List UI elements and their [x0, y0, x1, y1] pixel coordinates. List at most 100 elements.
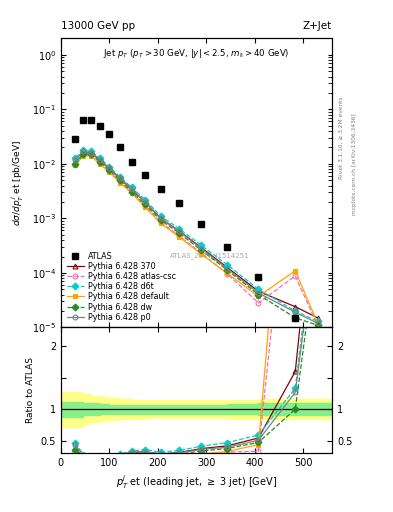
Pythia 6.428 atlas-csc	[315, 322, 320, 328]
Pythia 6.428 370	[73, 161, 78, 167]
Pythia 6.428 370	[315, 315, 320, 321]
Pythia 6.428 default	[129, 190, 134, 196]
Legend: ATLAS, Pythia 6.428 370, Pythia 6.428 atlas-csc, Pythia 6.428 d6t, Pythia 6.428 : ATLAS, Pythia 6.428 370, Pythia 6.428 at…	[65, 250, 178, 324]
Pythia 6.428 p0	[97, 157, 102, 163]
Pythia 6.428 p0	[118, 175, 122, 181]
Pythia 6.428 p0	[199, 245, 204, 251]
Pythia 6.428 atlas-csc	[158, 219, 163, 225]
Pythia 6.428 p0	[293, 309, 298, 315]
Pythia 6.428 dw	[177, 230, 182, 236]
Pythia 6.428 dw	[143, 201, 147, 207]
Pythia 6.428 d6t	[97, 155, 102, 161]
Pythia 6.428 370	[143, 199, 147, 205]
ATLAS	[315, 353, 320, 359]
Pythia 6.428 atlas-csc	[225, 271, 230, 277]
Pythia 6.428 default	[199, 251, 204, 258]
ATLAS	[143, 172, 147, 178]
Pythia 6.428 dw	[81, 151, 86, 157]
Line: Pythia 6.428 d6t: Pythia 6.428 d6t	[73, 147, 320, 324]
Pythia 6.428 d6t	[199, 242, 204, 248]
Pythia 6.428 default	[158, 220, 163, 226]
Pythia 6.428 d6t	[177, 225, 182, 231]
Pythia 6.428 default	[256, 293, 261, 300]
Pythia 6.428 d6t	[158, 213, 163, 219]
Pythia 6.428 p0	[158, 216, 163, 222]
Line: Pythia 6.428 default: Pythia 6.428 default	[73, 154, 320, 326]
Text: Z+Jet: Z+Jet	[303, 20, 332, 31]
Text: Jet $p_T$ ($p_T > 30$ GeV, $|y| < 2.5$, $m_{\rm ll} > 40$ GeV): Jet $p_T$ ($p_T > 30$ GeV, $|y| < 2.5$, …	[103, 47, 290, 60]
Pythia 6.428 370	[81, 150, 86, 156]
Line: Pythia 6.428 370: Pythia 6.428 370	[73, 151, 320, 321]
Pythia 6.428 atlas-csc	[107, 167, 112, 174]
ATLAS	[256, 274, 261, 280]
Pythia 6.428 d6t	[88, 148, 93, 155]
Pythia 6.428 atlas-csc	[177, 232, 182, 239]
ATLAS	[293, 315, 298, 321]
Pythia 6.428 d6t	[81, 147, 86, 153]
Pythia 6.428 atlas-csc	[73, 161, 78, 167]
Text: Rivet 3.1.10, ≥ 3.2M events: Rivet 3.1.10, ≥ 3.2M events	[339, 97, 344, 180]
Pythia 6.428 default	[118, 180, 122, 186]
ATLAS	[129, 159, 134, 165]
ATLAS	[73, 136, 78, 142]
Pythia 6.428 dw	[225, 267, 230, 273]
Pythia 6.428 dw	[315, 322, 320, 328]
Pythia 6.428 d6t	[118, 174, 122, 180]
Pythia 6.428 dw	[129, 188, 134, 195]
Pythia 6.428 atlas-csc	[199, 250, 204, 257]
Pythia 6.428 atlas-csc	[129, 189, 134, 196]
Pythia 6.428 atlas-csc	[118, 178, 122, 184]
Pythia 6.428 atlas-csc	[88, 151, 93, 157]
Pythia 6.428 default	[88, 153, 93, 159]
Text: 13000 GeV pp: 13000 GeV pp	[61, 20, 135, 31]
Pythia 6.428 atlas-csc	[97, 159, 102, 165]
Line: ATLAS: ATLAS	[72, 116, 321, 359]
ATLAS	[88, 116, 93, 122]
Pythia 6.428 370	[97, 157, 102, 163]
Y-axis label: $d\sigma/dp_T^{\,j}$ et [pb/GeV]: $d\sigma/dp_T^{\,j}$ et [pb/GeV]	[10, 140, 26, 226]
ATLAS	[177, 200, 182, 206]
Pythia 6.428 dw	[97, 159, 102, 165]
Pythia 6.428 d6t	[143, 197, 147, 203]
Pythia 6.428 dw	[118, 177, 122, 183]
Pythia 6.428 default	[97, 161, 102, 167]
Text: mcplots.cern.ch [arXiv:1306.3436]: mcplots.cern.ch [arXiv:1306.3436]	[352, 113, 357, 215]
Pythia 6.428 default	[107, 169, 112, 176]
Pythia 6.428 370	[177, 228, 182, 234]
Pythia 6.428 dw	[256, 291, 261, 297]
ATLAS	[199, 221, 204, 227]
Pythia 6.428 p0	[143, 199, 147, 205]
Pythia 6.428 default	[143, 204, 147, 210]
Pythia 6.428 atlas-csc	[293, 273, 298, 279]
Pythia 6.428 dw	[158, 217, 163, 223]
Pythia 6.428 370	[293, 304, 298, 310]
Pythia 6.428 default	[315, 320, 320, 326]
Pythia 6.428 370	[88, 150, 93, 156]
Pythia 6.428 d6t	[256, 286, 261, 292]
Pythia 6.428 dw	[88, 151, 93, 157]
Pythia 6.428 p0	[256, 290, 261, 296]
Pythia 6.428 370	[118, 176, 122, 182]
Pythia 6.428 p0	[315, 320, 320, 326]
Pythia 6.428 dw	[73, 161, 78, 167]
Pythia 6.428 dw	[107, 167, 112, 174]
Pythia 6.428 p0	[73, 157, 78, 163]
Text: ATLAS_2017_I1514251: ATLAS_2017_I1514251	[170, 252, 250, 259]
Pythia 6.428 p0	[107, 165, 112, 172]
Pythia 6.428 d6t	[315, 318, 320, 324]
Line: Pythia 6.428 dw: Pythia 6.428 dw	[73, 152, 320, 328]
Pythia 6.428 p0	[129, 186, 134, 192]
Pythia 6.428 p0	[88, 150, 93, 156]
Pythia 6.428 d6t	[129, 184, 134, 190]
ATLAS	[225, 244, 230, 250]
Pythia 6.428 atlas-csc	[143, 203, 147, 209]
Pythia 6.428 default	[81, 153, 86, 159]
ATLAS	[97, 123, 102, 129]
Pythia 6.428 dw	[199, 247, 204, 253]
Pythia 6.428 370	[199, 245, 204, 251]
Pythia 6.428 370	[107, 165, 112, 172]
Y-axis label: Ratio to ATLAS: Ratio to ATLAS	[26, 357, 35, 423]
Pythia 6.428 370	[256, 288, 261, 294]
Pythia 6.428 d6t	[73, 155, 78, 161]
Pythia 6.428 370	[158, 216, 163, 222]
